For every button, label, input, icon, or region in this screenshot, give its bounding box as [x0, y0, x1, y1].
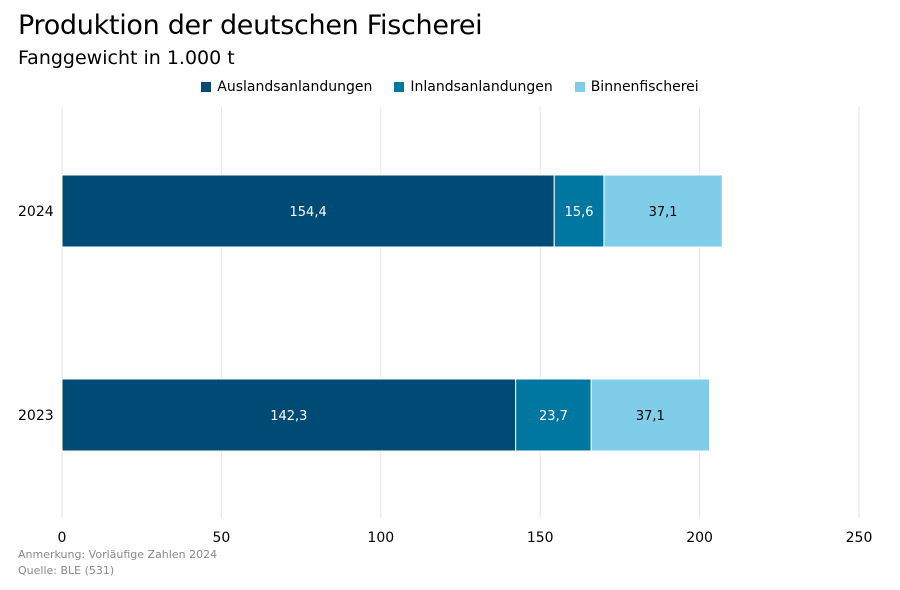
- x-tick-label-250: 250: [846, 530, 873, 546]
- legend-swatch-binnenfischerei: [574, 82, 585, 92]
- x-tick-label-100: 100: [367, 530, 394, 546]
- chart-subtitle: Fanggewicht in 1.000 t: [18, 47, 235, 69]
- y-category-label-2024: 2024: [18, 204, 54, 220]
- data-label-inlandsanlandungen-2024: 15,6: [565, 205, 594, 220]
- x-tick-label-200: 200: [686, 530, 713, 546]
- legend-label-inlandsanlandungen: Inlandsanlandungen: [410, 79, 553, 95]
- bar-binnenfischerei-2023: [590, 378, 710, 452]
- legend-label-binnenfischerei: Binnenfischerei: [590, 79, 699, 95]
- x-tick-label-150: 150: [527, 530, 554, 546]
- note-source: Quelle: BLE (531): [18, 564, 115, 577]
- note-remark: Anmerkung: Vorläufige Zahlen 2024: [18, 548, 218, 561]
- bar-binnenfischerei-2024: [603, 174, 723, 248]
- legend-swatch-auslandsanlandungen: [201, 82, 212, 92]
- legend-item-binnenfischerei: Binnenfischerei: [574, 79, 699, 95]
- legend-swatch-inlandsanlandungen: [394, 82, 405, 92]
- bar-auslandsanlandungen-2024: [61, 174, 555, 248]
- bar-inlandsanlandungen-2023: [515, 378, 592, 452]
- y-category-label-2023: 2023: [18, 408, 54, 424]
- x-tick-label-0: 0: [58, 530, 67, 546]
- data-label-inlandsanlandungen-2023: 23,7: [539, 409, 568, 424]
- legend-item-inlandsanlandungen: Inlandsanlandungen: [394, 79, 553, 95]
- data-label-auslandsanlandungen-2023: 142,3: [270, 409, 307, 424]
- bar-auslandsanlandungen-2023: [61, 378, 517, 452]
- legend: Auslandsanlandungen Inlandsanlandungen B…: [0, 79, 900, 95]
- data-label-binnenfischerei-2024: 37,1: [649, 205, 678, 220]
- chart-title: Produktion der deutschen Fischerei: [18, 10, 483, 41]
- x-tick-label-50: 50: [212, 530, 230, 546]
- legend-label-auslandsanlandungen: Auslandsanlandungen: [217, 79, 373, 95]
- legend-item-auslandsanlandungen: Auslandsanlandungen: [201, 79, 372, 95]
- data-label-auslandsanlandungen-2024: 154,4: [290, 205, 327, 220]
- data-label-binnenfischerei-2023: 37,1: [636, 409, 665, 424]
